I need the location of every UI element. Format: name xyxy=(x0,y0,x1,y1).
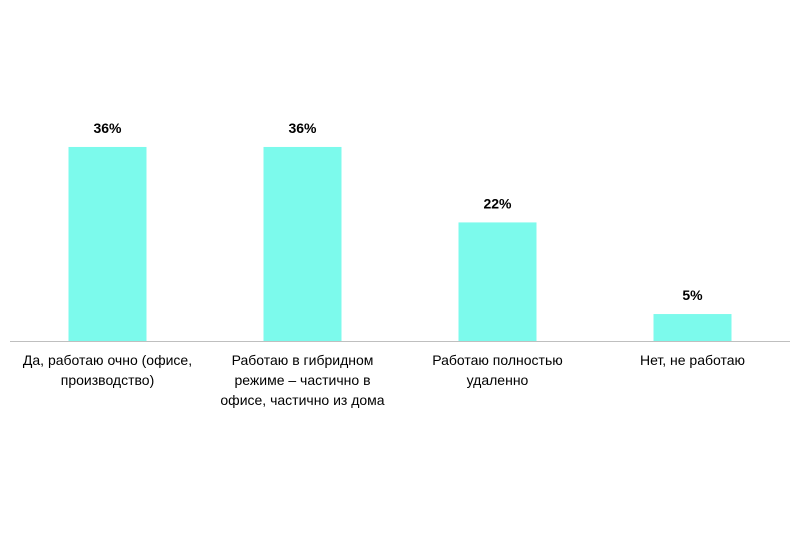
bar xyxy=(458,222,537,341)
x-tick-label: Работаю в гибридном режиме – частично в … xyxy=(220,352,385,408)
data-label: 36% xyxy=(288,120,317,136)
data-label: 22% xyxy=(483,195,512,211)
data-label: 5% xyxy=(682,287,703,303)
x-tick-label: Нет, не работаю xyxy=(639,352,746,368)
data-label: 36% xyxy=(93,120,122,136)
bar xyxy=(653,314,732,341)
x-tick-label: Да, работаю очно (офисе, производство) xyxy=(22,352,193,388)
bar xyxy=(263,146,342,341)
x-tick-label: Работаю полностью удаленно xyxy=(432,352,563,388)
bar xyxy=(68,146,147,341)
